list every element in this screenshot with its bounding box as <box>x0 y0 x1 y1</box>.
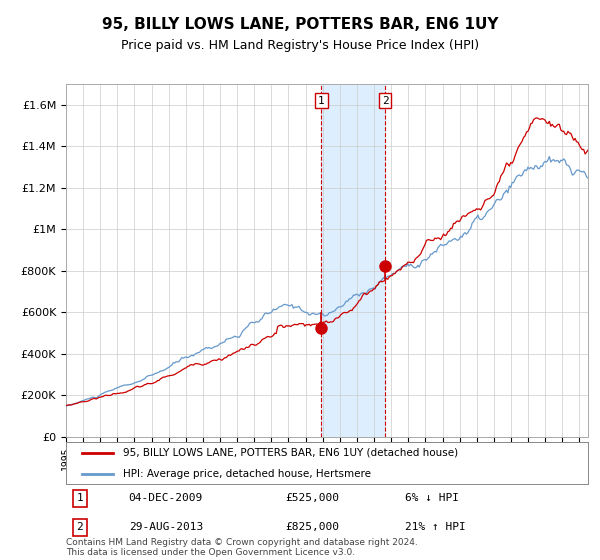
Text: £825,000: £825,000 <box>285 522 339 532</box>
Text: £525,000: £525,000 <box>285 493 339 503</box>
Text: Contains HM Land Registry data © Crown copyright and database right 2024.
This d: Contains HM Land Registry data © Crown c… <box>66 538 418 557</box>
HPI: Average price, detached house, Hertsmere: (2.01e+03, 6.17e+05): Average price, detached house, Hertsmere… <box>332 306 340 312</box>
95, BILLY LOWS LANE, POTTERS BAR, EN6 1UY (detached house) <box>332 315 340 321</box>
HPI: Average price, detached house, Hertsmere: (2e+03, 2.57e+05): Average price, detached house, Hertsmere… <box>130 380 137 387</box>
95, BILLY LOWS LANE, POTTERS BAR, EN6 1UY (detached house) <box>583 149 590 156</box>
Text: 1: 1 <box>76 493 83 503</box>
Bar <box>322 84 385 437</box>
95, BILLY LOWS LANE, POTTERS BAR, EN6 1UY (detached house) <box>241 346 248 352</box>
Line: HPI: Average price, detached house, Hertsmere: HPI: Average price, detached house, Hert… <box>66 157 596 406</box>
95, BILLY LOWS LANE, POTTERS BAR, EN6 1UY (detached house) <box>533 115 540 122</box>
Text: 04-DEC-2009: 04-DEC-2009 <box>128 493 203 503</box>
HPI: Average price, detached house, Hertsmere: (2e+03, 2.99e+05): Average price, detached house, Hertsmere… <box>149 371 157 378</box>
Text: 1: 1 <box>318 96 325 106</box>
95, BILLY LOWS LANE, POTTERS BAR, EN6 1UY (detached house) <box>149 380 157 386</box>
Text: 2: 2 <box>76 522 83 532</box>
95, BILLY LOWS LANE, POTTERS BAR, EN6 1UY (detached house) <box>130 385 137 392</box>
Text: 2: 2 <box>382 96 389 106</box>
Text: 29-AUG-2013: 29-AUG-2013 <box>128 522 203 532</box>
95, BILLY LOWS LANE, POTTERS BAR, EN6 1UY (detached house) <box>451 220 458 227</box>
Text: 95, BILLY LOWS LANE, POTTERS BAR, EN6 1UY: 95, BILLY LOWS LANE, POTTERS BAR, EN6 1U… <box>102 17 498 32</box>
Text: 6% ↓ HPI: 6% ↓ HPI <box>406 493 460 503</box>
HPI: Average price, detached house, Hertsmere: (2.02e+03, 9.55e+05): Average price, detached house, Hertsmere… <box>451 235 458 242</box>
Text: Price paid vs. HM Land Registry's House Price Index (HPI): Price paid vs. HM Land Registry's House … <box>121 39 479 52</box>
HPI: Average price, detached house, Hertsmere: (2.02e+03, 1.35e+06): Average price, detached house, Hertsmere… <box>546 153 553 160</box>
Text: 21% ↑ HPI: 21% ↑ HPI <box>406 522 466 532</box>
HPI: Average price, detached house, Hertsmere: (2.03e+03, 1.24e+06): Average price, detached house, Hertsmere… <box>593 176 600 183</box>
HPI: Average price, detached house, Hertsmere: (2.03e+03, 1.25e+06): Average price, detached house, Hertsmere… <box>583 174 590 180</box>
Text: HPI: Average price, detached house, Hertsmere: HPI: Average price, detached house, Hert… <box>124 469 371 479</box>
95, BILLY LOWS LANE, POTTERS BAR, EN6 1UY (detached house) <box>593 161 600 168</box>
Line: 95, BILLY LOWS LANE, POTTERS BAR, EN6 1UY (detached house): 95, BILLY LOWS LANE, POTTERS BAR, EN6 1U… <box>66 118 596 405</box>
HPI: Average price, detached house, Hertsmere: (2e+03, 1.48e+05): Average price, detached house, Hertsmere… <box>62 403 70 409</box>
Text: 95, BILLY LOWS LANE, POTTERS BAR, EN6 1UY (detached house): 95, BILLY LOWS LANE, POTTERS BAR, EN6 1U… <box>124 448 458 458</box>
HPI: Average price, detached house, Hertsmere: (2.01e+03, 5.18e+05): Average price, detached house, Hertsmere… <box>241 326 248 333</box>
95, BILLY LOWS LANE, POTTERS BAR, EN6 1UY (detached house) <box>62 402 70 409</box>
